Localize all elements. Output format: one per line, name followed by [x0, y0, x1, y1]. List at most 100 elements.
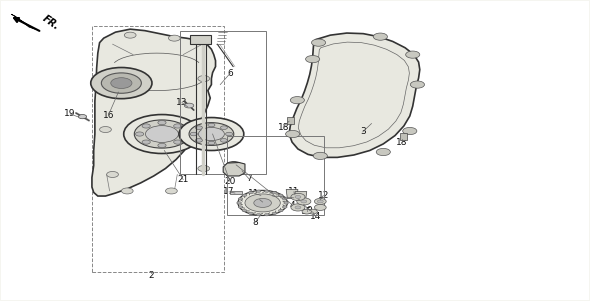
Circle shape [248, 191, 253, 194]
Bar [230, 191, 242, 194]
Circle shape [190, 132, 197, 136]
Circle shape [284, 202, 289, 204]
Circle shape [238, 206, 243, 208]
Bar [92, 26, 224, 272]
Polygon shape [289, 33, 420, 157]
Circle shape [248, 212, 253, 215]
Circle shape [411, 81, 424, 88]
Circle shape [295, 195, 301, 198]
Circle shape [173, 140, 182, 144]
Circle shape [314, 198, 326, 204]
Text: 9: 9 [270, 191, 276, 200]
Circle shape [291, 193, 305, 200]
Circle shape [238, 190, 287, 216]
Text: 6: 6 [227, 69, 233, 78]
Circle shape [242, 209, 247, 212]
Circle shape [204, 119, 215, 125]
Circle shape [107, 172, 119, 178]
Circle shape [308, 209, 317, 214]
Text: 7: 7 [246, 175, 252, 184]
Circle shape [124, 32, 136, 38]
Text: 9: 9 [295, 194, 301, 203]
Circle shape [208, 141, 215, 145]
Text: 11: 11 [248, 188, 260, 197]
Circle shape [256, 213, 261, 216]
Circle shape [198, 166, 209, 172]
Circle shape [317, 200, 323, 203]
Text: 18: 18 [277, 123, 289, 132]
Circle shape [198, 76, 209, 82]
Text: 14: 14 [310, 212, 322, 221]
Circle shape [272, 212, 277, 215]
Text: 2: 2 [148, 271, 153, 280]
Text: 19: 19 [64, 110, 76, 119]
Polygon shape [295, 191, 307, 200]
Circle shape [373, 33, 388, 40]
Circle shape [122, 188, 133, 194]
Circle shape [195, 126, 202, 129]
Circle shape [101, 73, 142, 93]
Text: 13: 13 [176, 98, 188, 107]
Circle shape [142, 124, 150, 128]
Circle shape [189, 123, 234, 145]
Circle shape [173, 124, 182, 128]
Circle shape [124, 115, 200, 154]
Circle shape [226, 162, 241, 169]
Circle shape [242, 194, 247, 197]
Text: 21: 21 [178, 175, 189, 184]
Circle shape [254, 198, 271, 207]
Circle shape [198, 127, 224, 141]
Circle shape [208, 123, 215, 127]
Bar [400, 133, 407, 140]
Text: 5: 5 [271, 191, 277, 200]
Circle shape [136, 132, 144, 136]
Text: 11: 11 [288, 187, 300, 196]
Bar [180, 31, 266, 175]
Circle shape [146, 126, 178, 142]
Circle shape [283, 206, 287, 208]
Circle shape [158, 120, 166, 125]
Circle shape [256, 190, 261, 192]
Polygon shape [223, 163, 245, 176]
Text: 4: 4 [290, 201, 296, 210]
Polygon shape [286, 189, 298, 198]
Circle shape [91, 67, 152, 99]
Text: 3: 3 [360, 127, 366, 136]
Circle shape [221, 126, 227, 129]
Circle shape [290, 97, 304, 104]
Bar [190, 35, 211, 44]
Text: 15: 15 [301, 206, 313, 216]
Circle shape [245, 194, 280, 212]
Circle shape [302, 209, 312, 214]
Text: 9: 9 [307, 206, 313, 215]
Circle shape [264, 213, 269, 216]
Circle shape [135, 120, 189, 148]
Text: FR.: FR. [41, 14, 61, 33]
Circle shape [180, 132, 188, 136]
Text: 20: 20 [225, 178, 236, 186]
Polygon shape [92, 29, 215, 196]
Circle shape [278, 194, 283, 197]
Circle shape [278, 209, 283, 212]
Circle shape [100, 126, 112, 132]
Text: 10: 10 [254, 195, 266, 204]
Circle shape [238, 198, 243, 200]
Circle shape [237, 202, 241, 204]
Circle shape [221, 138, 227, 142]
Circle shape [225, 132, 232, 136]
Circle shape [264, 190, 269, 192]
Circle shape [314, 204, 326, 210]
Circle shape [286, 130, 300, 138]
Text: 17: 17 [224, 187, 235, 196]
Circle shape [169, 35, 180, 41]
Circle shape [111, 78, 132, 88]
Circle shape [301, 200, 307, 203]
Circle shape [184, 103, 194, 108]
Circle shape [230, 163, 238, 168]
Circle shape [272, 191, 277, 194]
Circle shape [313, 152, 327, 160]
Circle shape [291, 204, 305, 211]
Bar [287, 117, 294, 123]
Circle shape [406, 51, 420, 58]
Circle shape [283, 198, 287, 200]
